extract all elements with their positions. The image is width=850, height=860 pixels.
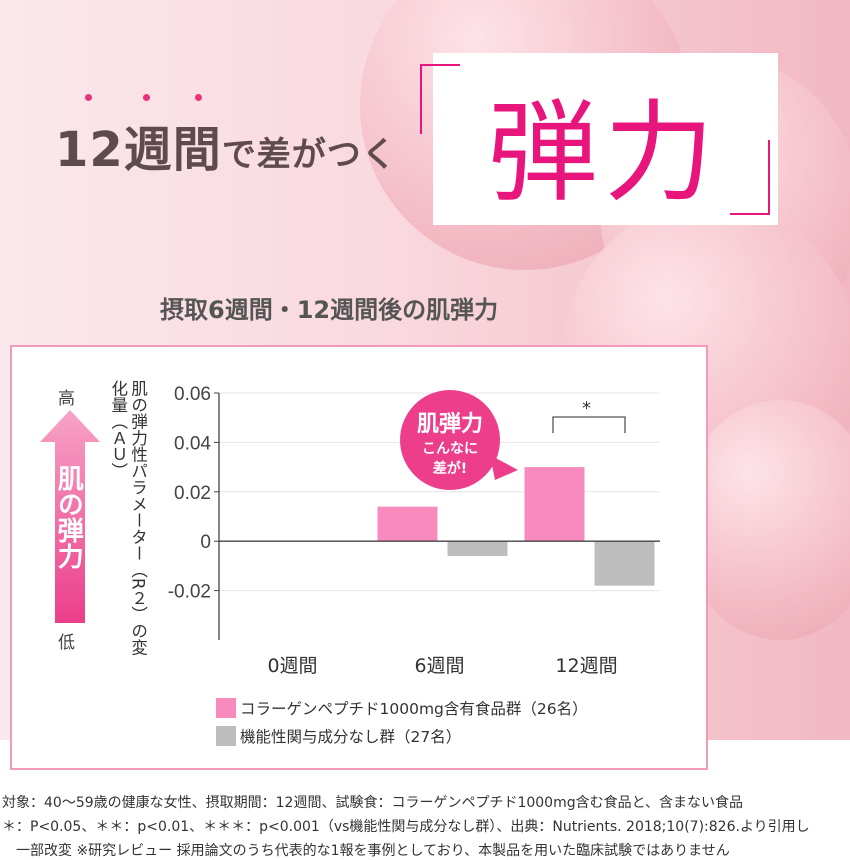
bracket-open xyxy=(420,64,460,134)
emphasis-dot xyxy=(143,94,150,101)
balloon xyxy=(680,400,850,640)
significance-bracket xyxy=(552,416,626,433)
headline-rest: で差がつく xyxy=(221,135,397,175)
bar-control xyxy=(594,541,655,586)
y-tick-label: -0.02 xyxy=(168,582,211,603)
arrow-label: 肌の弾力 xyxy=(53,465,84,569)
legend-swatch xyxy=(216,698,236,718)
footnote: 対象：40～59歳の健康な女性、摂取期間：12週間、試験食：コラーゲンペプチド1… xyxy=(2,795,744,811)
bubble-line: 差が! xyxy=(432,461,468,477)
significance-marker: * xyxy=(582,398,591,419)
y-tick-label: 0.04 xyxy=(174,433,211,454)
low-label: 低 xyxy=(58,633,75,653)
callout-bubble: 肌弾力 こんなに 差が! xyxy=(400,390,500,490)
y-tick-label: 0.06 xyxy=(174,384,211,405)
legend-label: 機能性関与成分なし群（27名） xyxy=(240,728,462,746)
up-arrow-icon xyxy=(40,410,100,623)
legend-label: コラーゲンペプチド1000mg含有食品群（26名） xyxy=(240,700,588,718)
bubble-title: 肌弾力 xyxy=(416,412,483,437)
y-tick-label: 0.02 xyxy=(174,483,211,504)
high-label: 高 xyxy=(58,389,75,409)
title-box: 弾力 xyxy=(433,53,778,225)
bar-collagen xyxy=(377,506,438,542)
y-tick-label: 0 xyxy=(200,532,211,553)
footnote: ＊：P<0.05、＊＊：p<0.01、＊＊＊：p<0.001（vs機能性関与成分… xyxy=(2,819,810,835)
bubble-tail xyxy=(490,455,518,480)
footnote: 一部改変 ※研究レビュー 採用論文のうち代表的な1報を事例としており、本製品を用… xyxy=(16,843,730,859)
headline-emphasis: 弾力 xyxy=(488,89,720,217)
legend-item: コラーゲンペプチド1000mg含有食品群（26名） xyxy=(216,697,588,719)
x-tick-label: 6週間 xyxy=(414,655,464,677)
legend: コラーゲンペプチド1000mg含有食品群（26名） 機能性関与成分なし群（27名） xyxy=(216,697,588,753)
headline: 12週間で差がつく xyxy=(55,110,397,180)
bar-control xyxy=(447,541,508,557)
chart-subtitle: 摂取6週間・12週間後の肌弾力 xyxy=(160,296,499,324)
bubble-line: こんなに xyxy=(422,441,478,457)
chart-panel xyxy=(10,345,708,770)
y-axis-label: 肌の弾力性パラメーター（R２）の変化量（ＡＵ） xyxy=(108,380,148,656)
emphasis-dot xyxy=(85,94,92,101)
bracket-close xyxy=(730,140,770,215)
legend-swatch xyxy=(216,726,236,746)
emphasis-dot xyxy=(195,94,202,101)
x-tick-label: 0週間 xyxy=(267,655,317,677)
legend-item: 機能性関与成分なし群（27名） xyxy=(216,725,588,747)
bar-collagen xyxy=(524,467,585,542)
x-tick-label: 12週間 xyxy=(555,655,617,677)
headline-main: 12週間 xyxy=(55,122,222,178)
